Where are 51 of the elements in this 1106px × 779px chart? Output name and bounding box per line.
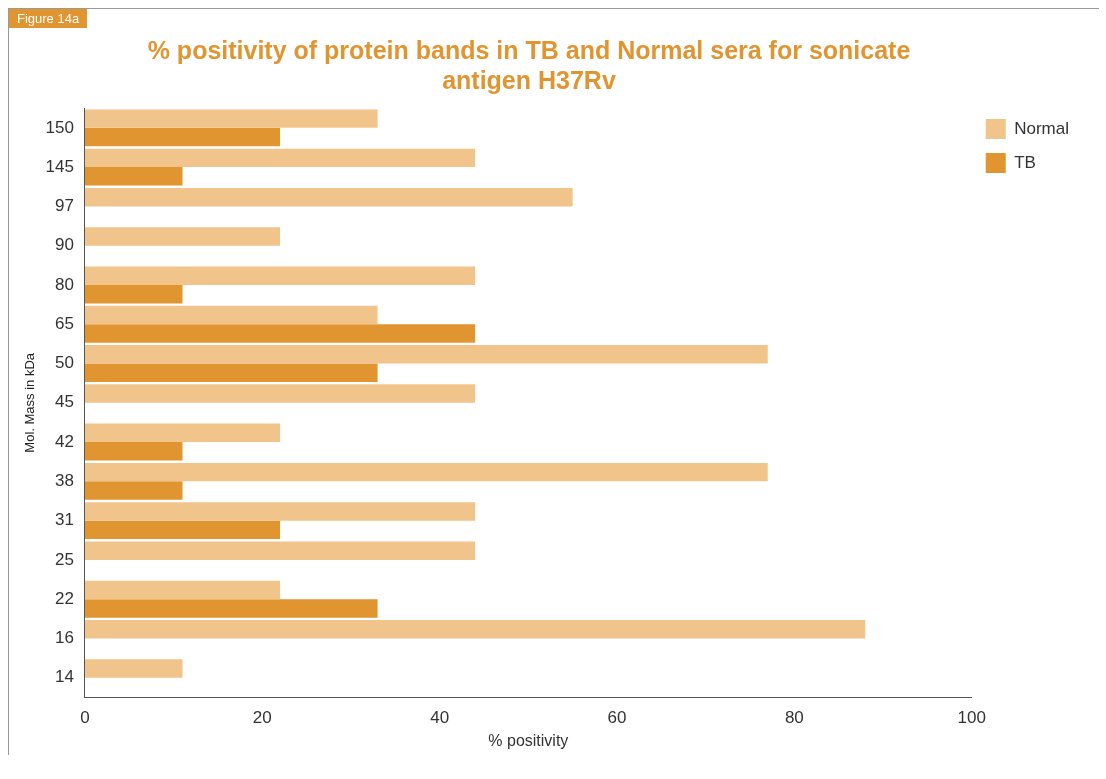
y-tick-label: 97 xyxy=(55,196,74,216)
x-axis-title: % positivity xyxy=(488,731,569,749)
bar xyxy=(84,462,768,482)
bar xyxy=(84,148,476,168)
y-tick-label: 42 xyxy=(55,431,74,451)
chart-title: % positivity of protein bands in TB and Normal sera for sonicate antigen H37Rv xyxy=(147,36,911,94)
x-tick-label: 100 xyxy=(957,708,986,728)
y-tick-label: 45 xyxy=(55,392,74,412)
caption: Figure 14a xyxy=(9,9,88,28)
bar xyxy=(84,284,183,304)
bar xyxy=(84,305,378,325)
bar xyxy=(84,423,281,443)
bar xyxy=(84,502,476,521)
legend-label: TB xyxy=(1014,152,1036,172)
bar xyxy=(84,167,183,186)
bar xyxy=(84,620,866,639)
bar xyxy=(84,659,183,678)
x-tick-label: 20 xyxy=(252,708,272,728)
y-tick-label: 31 xyxy=(55,510,74,530)
bar xyxy=(84,599,378,618)
bar xyxy=(84,363,378,382)
y-tick-label: 150 xyxy=(45,117,74,137)
y-tick-label: 90 xyxy=(55,235,74,255)
y-tick-label: 38 xyxy=(55,471,74,491)
y-tick-label: 16 xyxy=(55,628,74,648)
y-tick-label: 22 xyxy=(55,588,74,608)
y-tick-label: 14 xyxy=(55,667,74,687)
bar xyxy=(84,345,768,364)
bar xyxy=(84,520,281,540)
y-tick-label: 145 xyxy=(45,156,74,176)
bar xyxy=(84,384,476,403)
y-tick-label: 80 xyxy=(55,274,74,294)
bar xyxy=(84,481,183,500)
x-tick-label: 80 xyxy=(784,708,804,728)
bar xyxy=(84,127,281,147)
bar xyxy=(84,187,573,207)
bar xyxy=(84,442,183,461)
bar xyxy=(84,227,281,246)
bar xyxy=(84,541,476,560)
x-tick-label: 60 xyxy=(607,708,627,728)
bar xyxy=(84,109,378,128)
legend-label: Normal xyxy=(1014,118,1070,138)
y-tick-label: 65 xyxy=(55,313,74,333)
x-tick-label: 0 xyxy=(80,708,90,728)
bar xyxy=(84,324,476,343)
y-tick-label: 25 xyxy=(55,549,74,569)
bar xyxy=(84,580,281,600)
bar xyxy=(84,266,476,285)
y-axis-title: Mol. Mass in kDa xyxy=(22,352,38,453)
x-tick-label: 40 xyxy=(430,708,450,728)
y-tick-label: 50 xyxy=(55,353,74,373)
